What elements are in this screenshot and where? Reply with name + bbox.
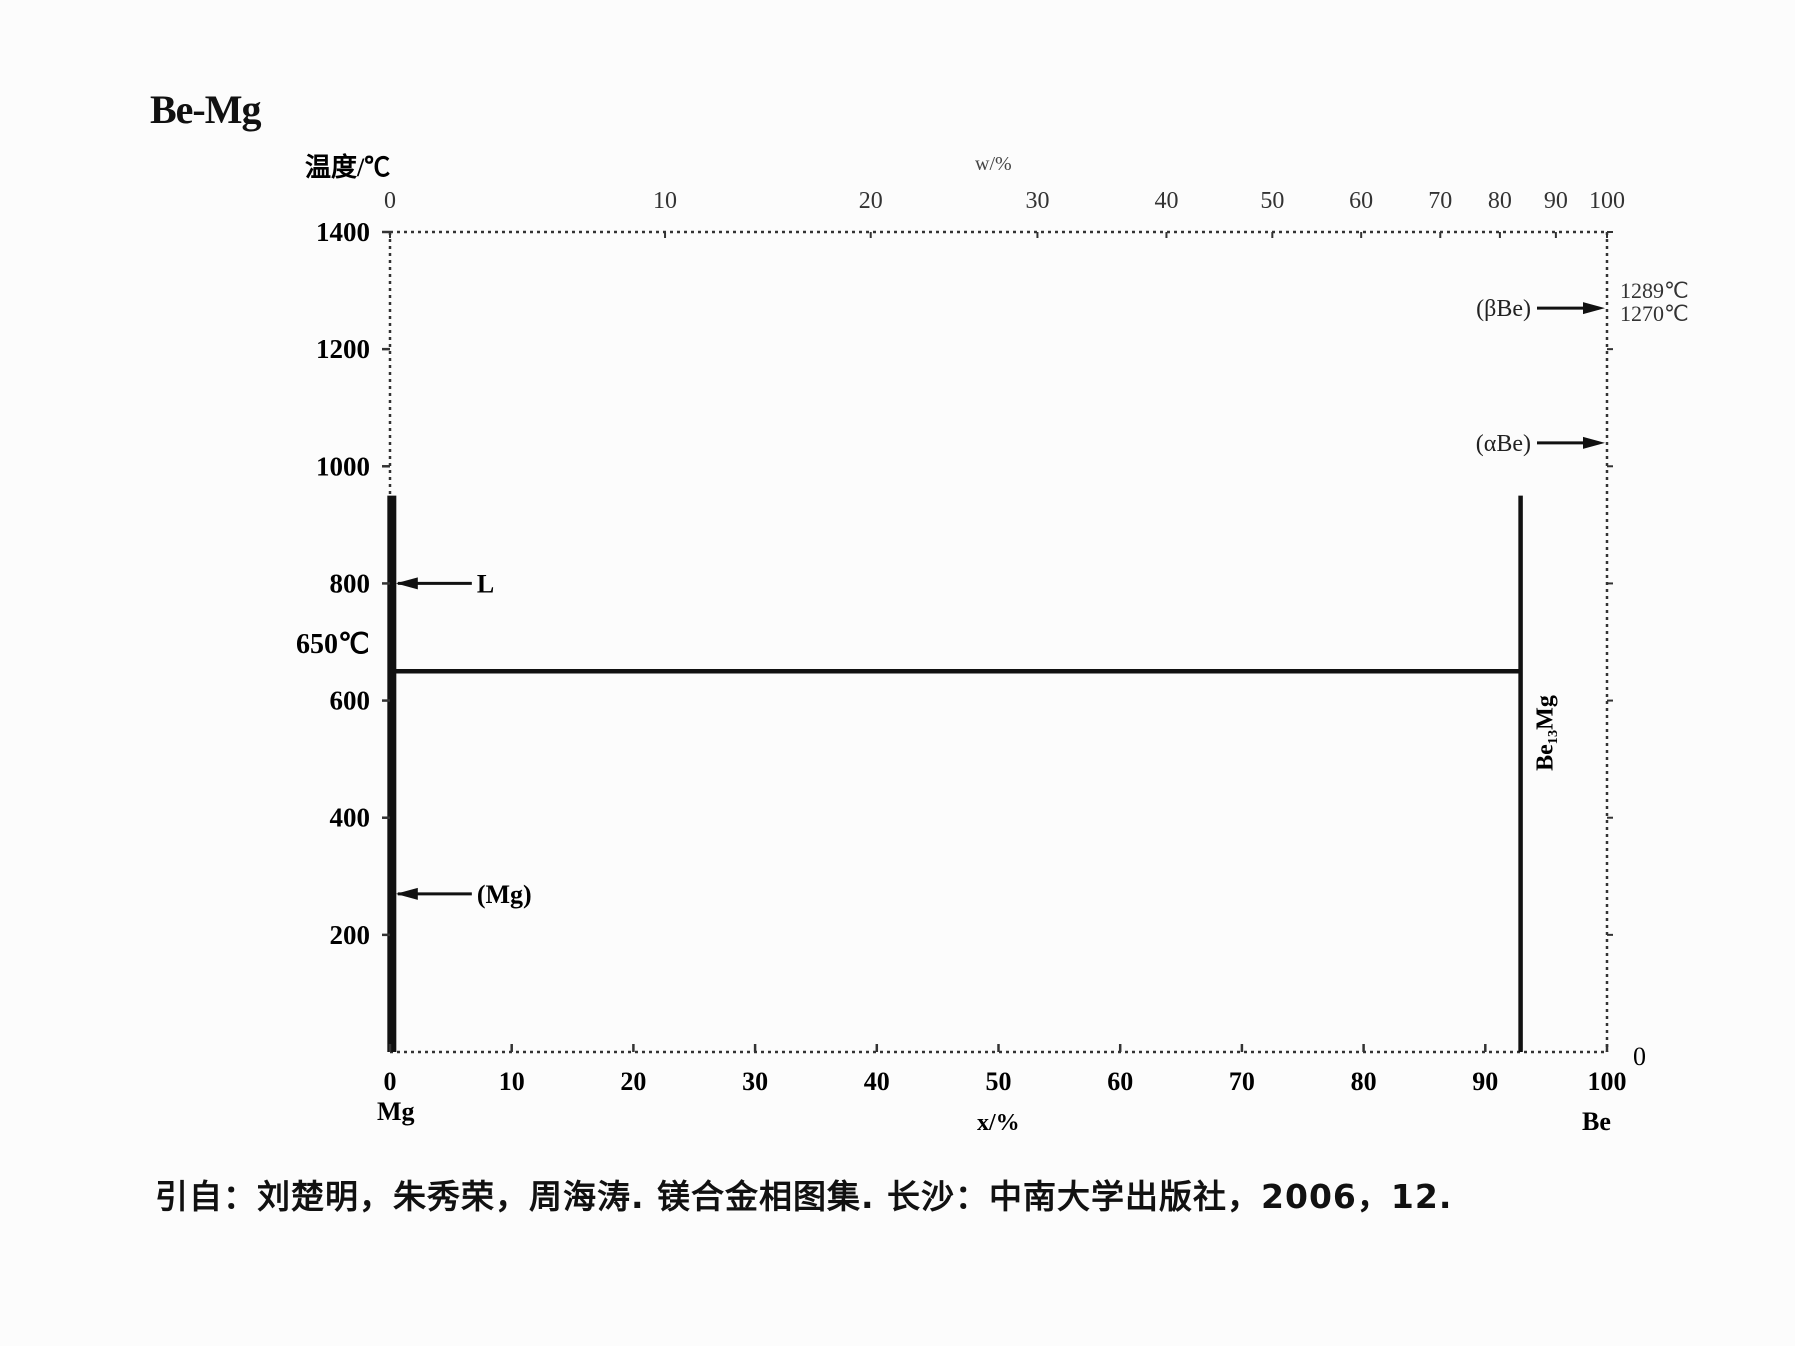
labels: 温度/℃ w/% x/% Mg Be 0 650℃ 1289℃ 1270℃ [296,152,1689,1136]
right-temp-label-1289: 1289℃ [1620,278,1689,303]
x-tick-label-top: 90 [1544,188,1568,214]
y-tick-label: 1400 [316,217,370,247]
arrow-head [395,887,418,900]
x-tick-label-top: 30 [1025,188,1049,214]
compound-label: Be₁₃Mg [1533,695,1559,771]
right-y-tick-label: 0 [1633,1042,1646,1071]
x-tick-label-top: 10 [653,188,677,214]
x-tick-label-bottom: 80 [1351,1067,1377,1096]
arrow-head [395,577,418,590]
y-axis-label: 温度/℃ [305,152,390,182]
y-tick-label: 200 [330,920,371,950]
x-tick-label-top: 20 [859,188,883,214]
y-tick-label: 1200 [316,334,370,364]
x-tick-label-bottom: 90 [1472,1067,1498,1096]
x-tick-label-top: 60 [1349,188,1373,214]
x-tick-label-top: 0 [384,188,396,214]
arrow-head [1583,436,1605,449]
y-tick-label: 800 [330,568,371,598]
x-axis-label-bottom: x/% [977,1110,1020,1136]
x-tick-label-bottom: 40 [864,1067,890,1096]
x-tick-label-bottom: 10 [499,1067,525,1096]
x-axis-label-top: w/% [975,153,1012,175]
phase-boundaries [387,495,1523,1052]
annotation-label: (βBe) [1476,296,1531,322]
x-tick-label-top: 70 [1428,188,1452,214]
arrow-head [1583,302,1605,315]
figure-title: Be-Mg [150,87,262,132]
annotation-label: L [477,569,494,598]
annotation-label: (αBe) [1476,431,1531,457]
x-tick-label-top: 80 [1488,188,1512,214]
left-component-label: Mg [377,1097,415,1126]
right-component-label: Be [1582,1107,1611,1136]
x-tick-label-bottom: 100 [1588,1067,1627,1096]
right-temp-label-1270: 1270℃ [1620,301,1689,326]
x-tick-label-top: 50 [1260,188,1284,214]
x-tick-label-bottom: 0 [384,1067,397,1096]
x-tick-label-bottom: 20 [620,1067,646,1096]
source-caption: 引自：刘楚明，朱秀荣，周海涛. 镁合金相图集. 长沙：中南大学出版社，2006，… [155,1177,1453,1216]
x-tick-label-top: 100 [1589,188,1625,214]
marked-temperature-label: 650℃ [296,629,369,660]
x-tick-label-bottom: 50 [986,1067,1012,1096]
y-tick-label: 600 [330,686,371,716]
x-tick-label-bottom: 70 [1229,1067,1255,1096]
annotations: L (Mg) (βBe) (αBe) Be₁₃Mg [395,296,1605,909]
plot-frame [388,230,1609,1054]
annotation-label: (Mg) [477,880,532,909]
y-tick-label: 1000 [316,451,370,481]
y-tick-label: 400 [330,803,371,833]
x-tick-label-top: 40 [1154,188,1178,214]
x-tick-label-bottom: 30 [742,1067,768,1096]
x-tick-label-bottom: 60 [1107,1067,1133,1096]
